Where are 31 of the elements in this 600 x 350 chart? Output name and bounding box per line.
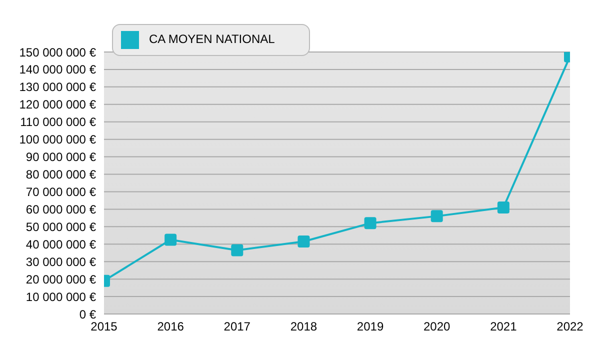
y-tick-label: 30 000 000 € (26, 254, 96, 269)
y-tick-label: 110 000 000 € (20, 115, 96, 130)
y-tick-label: 140 000 000 € (19, 62, 96, 77)
x-tick-label: 2021 (490, 320, 518, 334)
x-tick-label: 2017 (224, 320, 251, 334)
point (164, 234, 177, 246)
y-tick-label: 120 000 000 € (19, 98, 96, 112)
x-tick-label: 2015 (90, 320, 118, 334)
point (364, 217, 376, 230)
x-tick-label: 2016 (157, 320, 184, 334)
y-tick-label: 90 000 000 € (26, 150, 96, 164)
x-tick-label: 2018 (290, 320, 318, 334)
y-tick-label: 60 000 000 € (26, 202, 96, 216)
legend-label: CA MOYEN NATIONAL (149, 32, 275, 46)
y-tick-label: 40 000 000 € (26, 237, 96, 252)
y-tick-label: 0 € (79, 307, 96, 322)
y-tick-label: 20 000 000 € (26, 272, 96, 286)
y-tick-label: 70 000 000 € (26, 184, 96, 199)
y-tick-label: 50 000 000 € (26, 220, 96, 234)
point (497, 201, 510, 214)
y-tick-label: 100 000 000 € (19, 132, 96, 147)
x-tick-label: 2022 (556, 320, 584, 334)
y-tick-label: 80 000 000 € (26, 168, 96, 182)
y-tick-label: 130 000 000 € (19, 80, 96, 94)
y-tick-label: 10 000 000 € (26, 290, 96, 304)
point (430, 210, 443, 222)
point (231, 244, 244, 256)
y-tick-label: 150 000 000 € (19, 45, 96, 60)
point (298, 236, 310, 248)
x-tick-label: 2020 (424, 320, 451, 334)
x-tick-label: 2019 (356, 320, 384, 334)
